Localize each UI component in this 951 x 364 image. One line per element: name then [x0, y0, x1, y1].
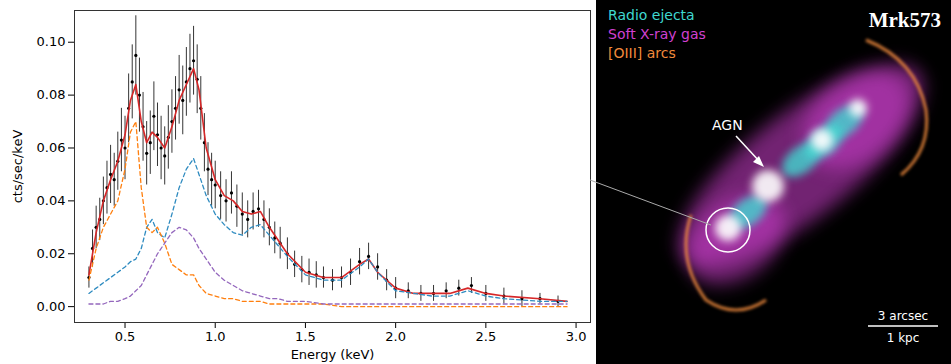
svg-text:0.00: 0.00 — [37, 299, 66, 314]
svg-text:0.10: 0.10 — [37, 34, 66, 49]
svg-text:2.5: 2.5 — [476, 329, 497, 344]
svg-text:2.0: 2.0 — [385, 329, 406, 344]
svg-text:1.5: 1.5 — [295, 329, 316, 344]
svg-text:[OIII] arcs: [OIII] arcs — [608, 45, 676, 61]
svg-text:Mrk573: Mrk573 — [869, 8, 941, 32]
svg-text:0.5: 0.5 — [115, 329, 136, 344]
svg-text:Energy (keV): Energy (keV) — [291, 347, 375, 362]
svg-text:0.06: 0.06 — [37, 140, 66, 155]
svg-text:cts/sec/keV: cts/sec/keV — [10, 130, 25, 204]
svg-text:Soft X-ray gas: Soft X-ray gas — [608, 26, 706, 42]
svg-text:3 arcsec: 3 arcsec — [878, 309, 928, 323]
svg-text:AGN: AGN — [712, 117, 743, 133]
svg-text:1 kpc: 1 kpc — [887, 331, 920, 345]
svg-text:1.0: 1.0 — [205, 329, 226, 344]
svg-text:3.0: 3.0 — [566, 329, 587, 344]
svg-text:0.02: 0.02 — [37, 246, 66, 261]
svg-text:Radio ejecta: Radio ejecta — [608, 7, 695, 23]
svg-text:0.08: 0.08 — [37, 87, 66, 102]
svg-text:0.04: 0.04 — [37, 193, 66, 208]
